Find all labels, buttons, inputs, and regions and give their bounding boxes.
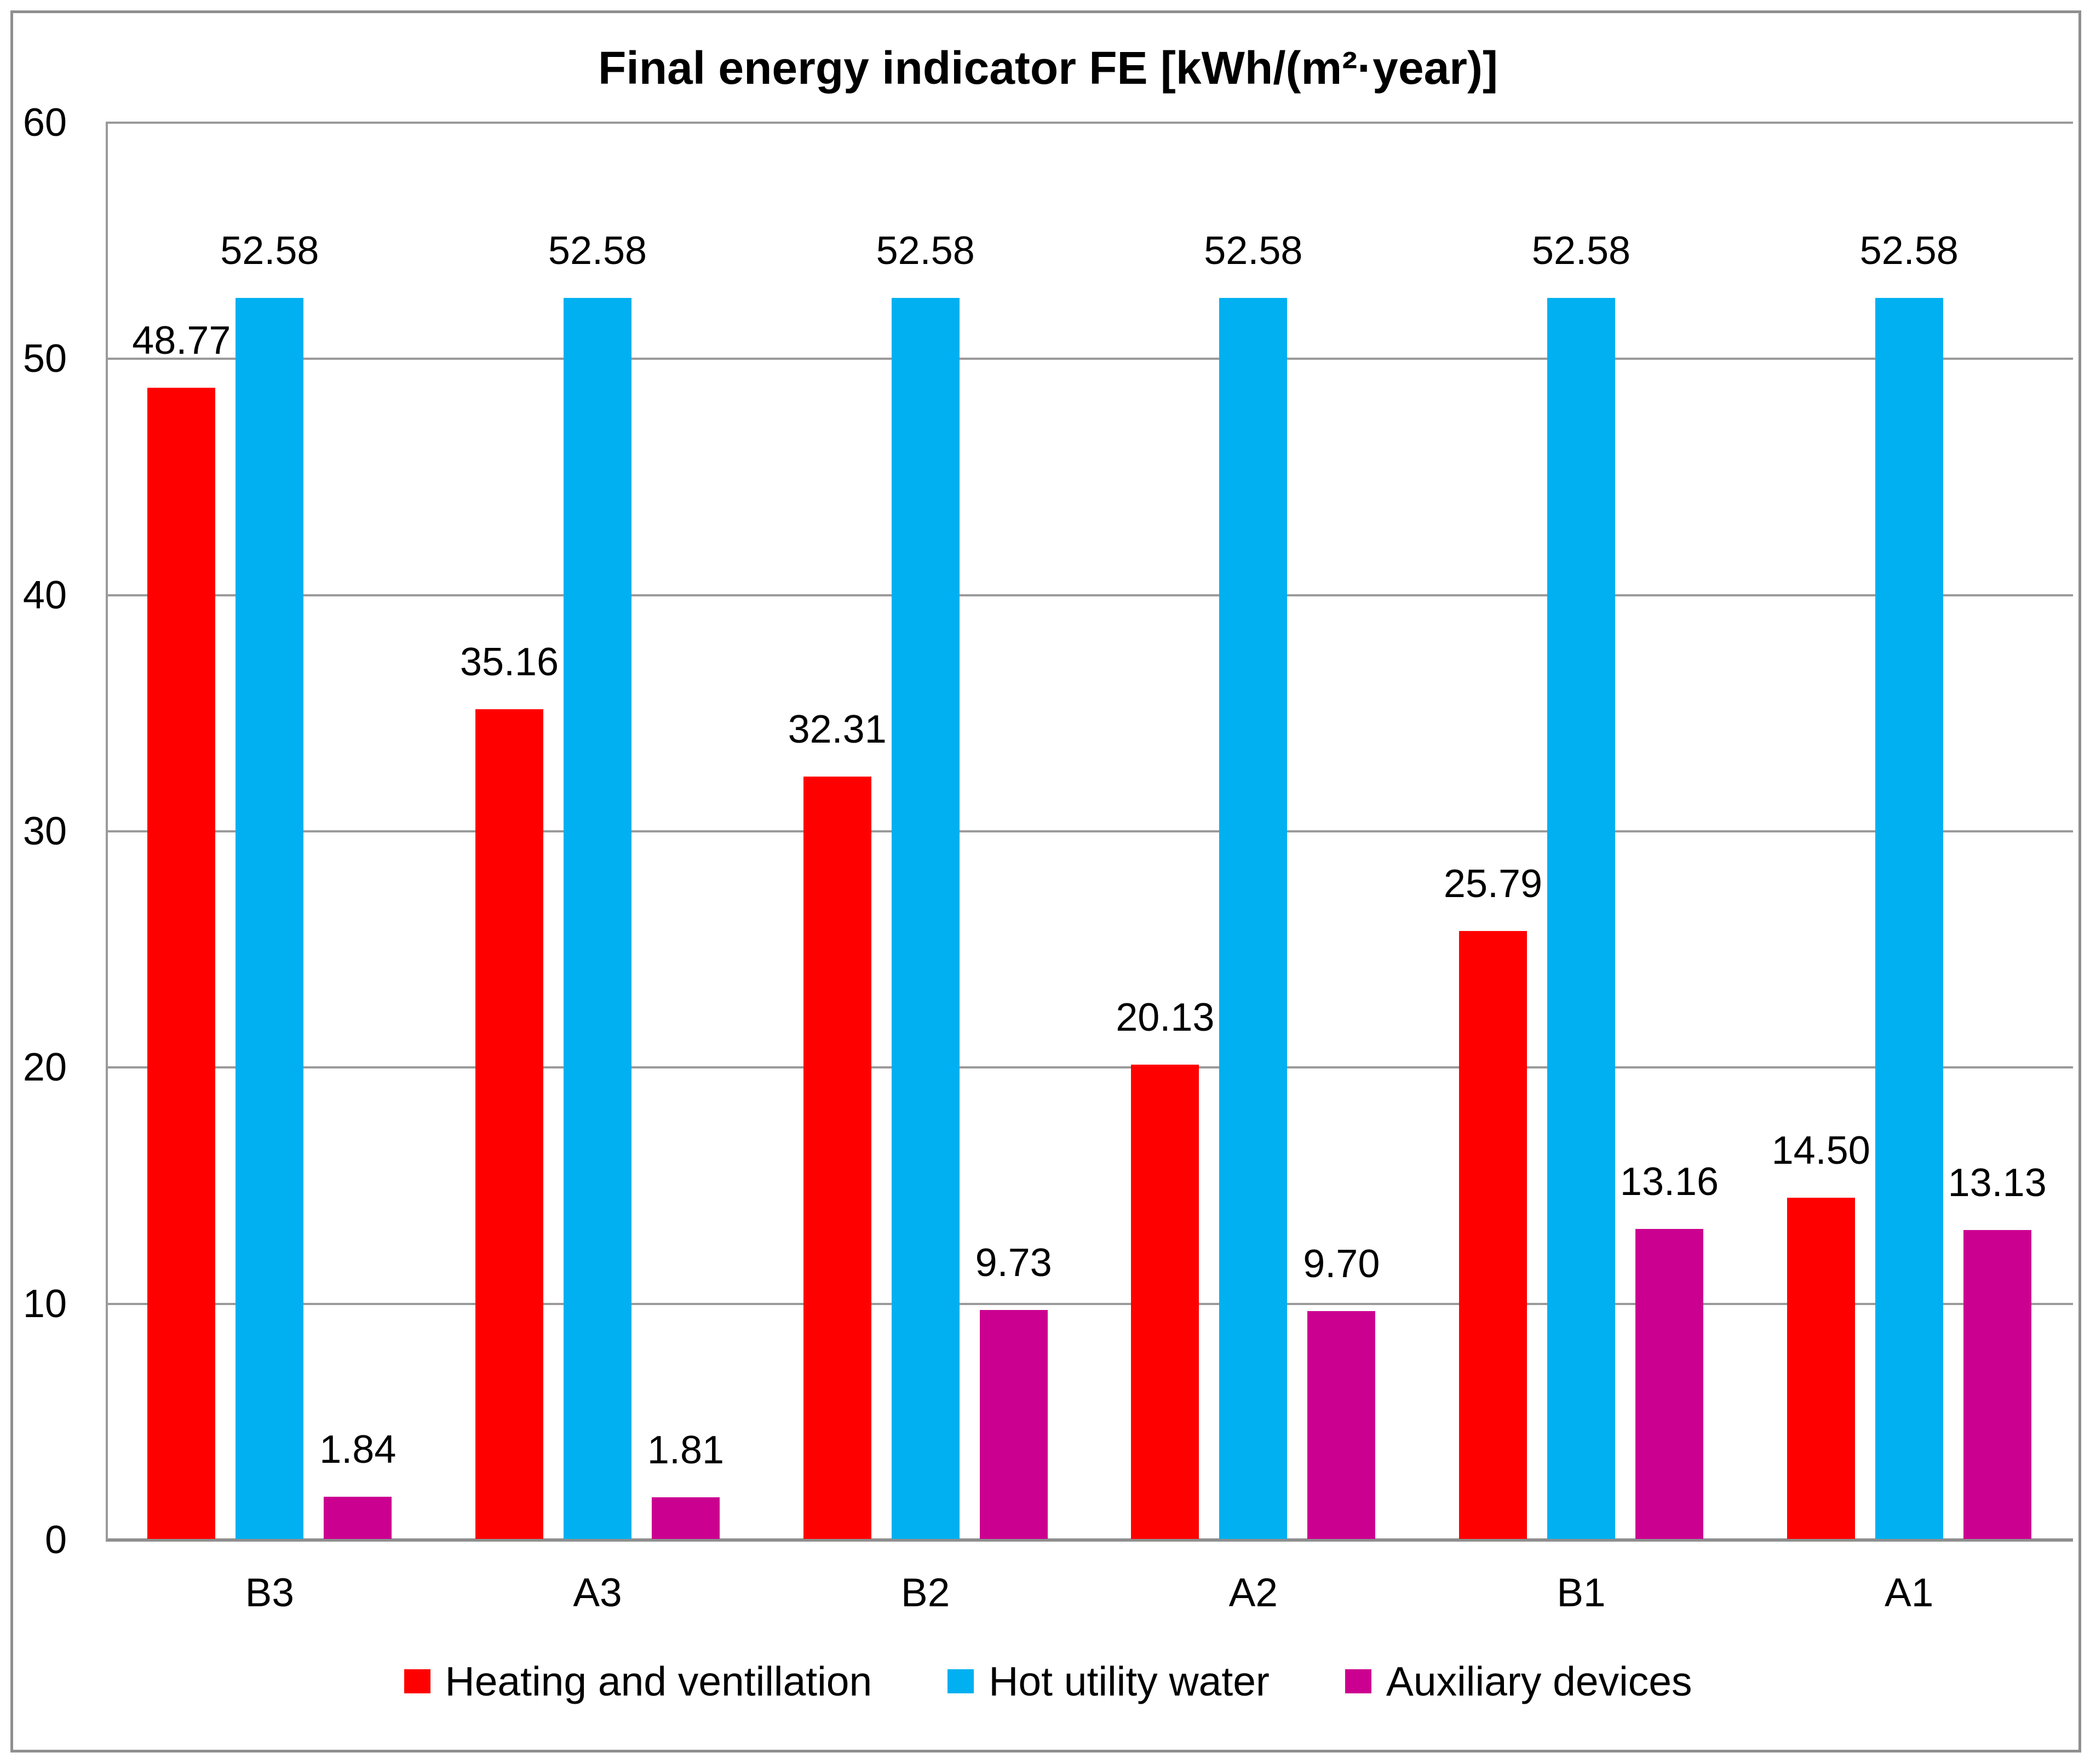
- legend-label: Hot utility water: [989, 1658, 1270, 1704]
- bar-A1-series2: [1875, 298, 1943, 1539]
- category-label-B1: B1: [1557, 1571, 1606, 1615]
- value-label-B2-series3: 9.73: [975, 1241, 1052, 1285]
- bar-B3-series3: [324, 1496, 392, 1539]
- value-label-B2-series2: 52.58: [876, 229, 975, 273]
- legend-swatch-icon: [404, 1669, 430, 1693]
- bar-A2-series1: [1131, 1064, 1199, 1539]
- value-label-B1-series3: 13.16: [1620, 1160, 1719, 1204]
- bar-B1-series1: [1459, 930, 1527, 1539]
- gridline-y50: [106, 358, 2073, 360]
- value-label-B2-series1: 32.31: [788, 708, 887, 752]
- value-label-A2-series3: 9.70: [1303, 1242, 1380, 1286]
- gridline-y60: [106, 122, 2073, 124]
- value-label-A3-series3: 1.81: [647, 1428, 725, 1472]
- y-tick-label: 40: [22, 573, 67, 617]
- value-label-B3-series2: 52.58: [220, 229, 319, 273]
- category-label-A3: A3: [573, 1571, 622, 1615]
- legend: Heating and ventillation Hot utility wate…: [0, 1650, 2096, 1713]
- bar-B2-series3: [979, 1310, 1048, 1539]
- value-label-B1-series2: 52.58: [1531, 229, 1631, 273]
- legend-swatch-icon: [1345, 1669, 1371, 1693]
- legend-item-series2: Hot utility water: [947, 1658, 1270, 1704]
- gridline-y10: [106, 1302, 2073, 1305]
- value-label-A1-series3: 13.13: [1948, 1160, 2047, 1205]
- value-label-A3-series1: 35.16: [460, 640, 559, 685]
- legend-label: Heating and ventillation: [445, 1658, 872, 1704]
- bar-B2-series2: [891, 298, 960, 1539]
- y-tick-label: 30: [22, 809, 67, 853]
- category-label-A1: A1: [1885, 1571, 1934, 1615]
- bar-B1-series2: [1547, 298, 1615, 1539]
- value-label-A1-series1: 14.50: [1771, 1128, 1870, 1173]
- legend-item-series1: Heating and ventillation: [404, 1658, 872, 1704]
- category-label-B3: B3: [245, 1571, 294, 1615]
- y-tick-label: 60: [22, 101, 67, 145]
- bar-B2-series1: [803, 777, 871, 1539]
- value-label-A1-series2: 52.58: [1859, 229, 1959, 273]
- value-label-B3-series3: 1.84: [319, 1427, 397, 1472]
- chart-title: Final energy indicator FE [kWh/(m²·year)…: [598, 42, 1498, 94]
- bar-A3-series2: [564, 298, 631, 1539]
- bar-B3-series1: [147, 388, 216, 1539]
- gridline-y40: [106, 594, 2073, 596]
- bar-A3-series1: [475, 709, 543, 1539]
- y-tick-label: 10: [22, 1282, 67, 1326]
- value-label-B3-series1: 48.77: [132, 319, 231, 363]
- value-label-A3-series2: 52.58: [548, 229, 647, 273]
- bar-A1-series1: [1787, 1197, 1855, 1539]
- x-axis-line: [106, 1538, 2073, 1542]
- value-label-A2-series1: 20.13: [1116, 995, 1215, 1039]
- figure-border: [10, 10, 2081, 1752]
- bar-B1-series3: [1635, 1229, 1703, 1539]
- category-label-B2: B2: [901, 1571, 950, 1615]
- y-tick-label: 0: [44, 1518, 67, 1562]
- category-label-A2: A2: [1228, 1571, 1278, 1615]
- value-label-A2-series2: 52.58: [1204, 229, 1303, 273]
- legend-item-series3: Auxiliary devices: [1345, 1658, 1692, 1704]
- y-tick-label: 20: [22, 1045, 67, 1090]
- y-axis-line: [106, 123, 108, 1540]
- bar-A1-series3: [1963, 1229, 2031, 1539]
- gridline-y20: [106, 1066, 2073, 1069]
- y-tick-label: 50: [22, 337, 67, 381]
- bar-A3-series3: [652, 1497, 720, 1539]
- legend-swatch-icon: [947, 1669, 974, 1693]
- value-label-B1-series1: 25.79: [1443, 861, 1543, 906]
- bar-A2-series3: [1307, 1311, 1376, 1539]
- bar-B3-series2: [236, 298, 304, 1539]
- legend-label: Auxiliary devices: [1386, 1658, 1692, 1704]
- gridline-y30: [106, 830, 2073, 832]
- bar-A2-series2: [1219, 298, 1288, 1539]
